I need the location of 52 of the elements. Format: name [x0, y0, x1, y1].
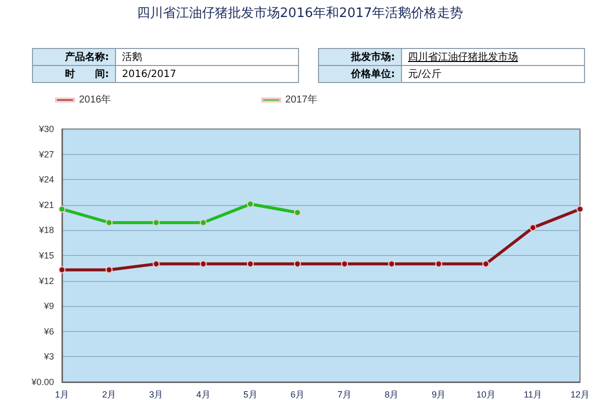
- y-tick-label: ¥9: [42, 301, 54, 312]
- point: [152, 260, 160, 268]
- point: [294, 208, 301, 216]
- text: 活鹅: [116, 48, 298, 66]
- point: [341, 260, 348, 268]
- x-tick-label: 7月: [338, 390, 352, 400]
- y-tick-label: ¥21: [38, 200, 54, 210]
- legend-label: 2016年: [79, 94, 112, 106]
- y-tick-label: ¥15: [38, 250, 54, 260]
- y-tick-label: ¥12: [38, 276, 54, 286]
- point: [200, 219, 207, 226]
- y-tick-label: ¥27: [38, 149, 54, 160]
- y-tick-label: ¥18: [38, 225, 54, 236]
- x-tick-label: 1月: [54, 390, 70, 400]
- text: 批发市场:: [318, 48, 402, 66]
- x-tick-label: 8月: [384, 390, 399, 400]
- x-tick-label: 4月: [196, 390, 210, 400]
- point: [435, 260, 442, 268]
- point: [294, 260, 301, 268]
- point: [58, 266, 66, 274]
- text: 产品名称:: [32, 48, 116, 66]
- x-tick-label: 5月: [243, 390, 258, 400]
- point: [482, 260, 490, 268]
- y-tick-label: ¥3: [42, 352, 54, 362]
- point: [152, 219, 160, 226]
- x-tick-label: 10月: [476, 390, 496, 400]
- text: 元/公斤: [402, 66, 584, 82]
- point: [200, 260, 207, 268]
- legend-label: 2017年: [285, 94, 318, 106]
- point: [529, 224, 536, 232]
- text: 价格单位:: [318, 66, 402, 82]
- chart-title: 四川省江油仔猪批发市场2016年和2017年活鹅价格走势: [136, 5, 464, 22]
- point: [106, 219, 113, 226]
- point: [576, 206, 584, 213]
- text: 2016/2017: [116, 66, 298, 82]
- y-tick-label: ¥6: [42, 326, 54, 336]
- x-tick-label: 9月: [432, 390, 446, 400]
- x-tick-label: 3月: [149, 390, 164, 400]
- y-tick-label: ¥24: [38, 174, 54, 185]
- point: [246, 200, 254, 208]
- point: [388, 260, 396, 268]
- x-tick-label: 6月: [290, 390, 304, 400]
- x-tick-label: 2月: [102, 390, 116, 400]
- y-tick-label: ¥0.00: [30, 377, 54, 387]
- point: [106, 266, 113, 274]
- x-tick-label: 12月: [570, 390, 590, 400]
- text: 四川省江油仔猪批发市场: [402, 48, 584, 66]
- point: [246, 260, 254, 268]
- y-tick-label: ¥30: [38, 124, 54, 134]
- x-tick-label: 11月: [524, 390, 542, 400]
- text: 时 间:: [32, 66, 116, 82]
- point: [58, 206, 66, 213]
